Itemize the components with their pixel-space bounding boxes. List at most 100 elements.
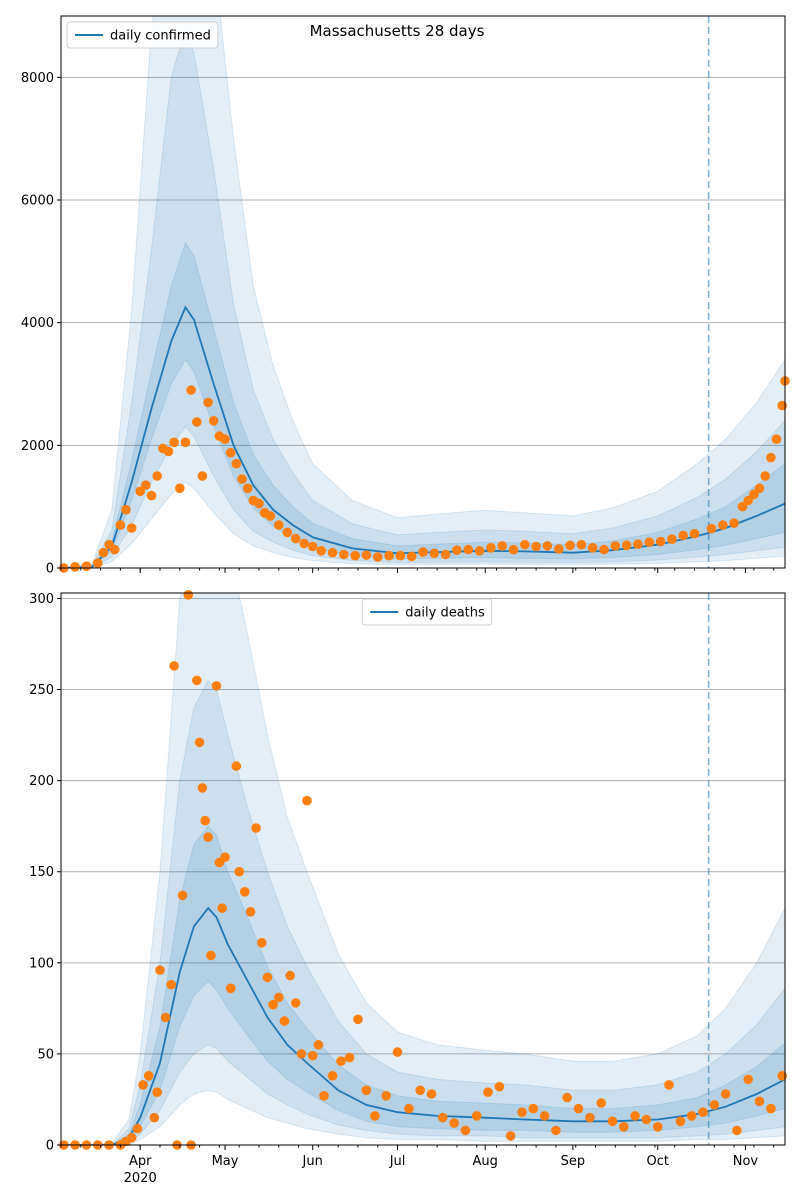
observed-point [596,1098,606,1108]
legend-label: daily deaths [405,606,485,621]
observed-point [186,385,196,395]
observed-point [132,1123,143,1134]
observed-point [706,523,717,534]
observed-point [70,562,80,572]
observed-point [234,866,244,877]
observed-point [494,1081,505,1092]
observed-point [483,1087,493,1097]
observed-point [319,1091,329,1101]
band-95-interval [61,16,785,568]
observed-point [361,1085,372,1096]
observed-point [373,552,383,562]
observed-point [486,543,496,553]
observed-point [463,544,474,555]
observed-point [169,437,179,448]
observed-point [766,452,776,463]
observed-point [126,1132,137,1143]
observed-point [395,550,406,561]
observed-point [98,547,109,558]
observed-point [678,530,688,541]
observed-point [440,549,451,560]
observed-point [299,538,310,549]
observed-point [138,1080,148,1090]
figure-title: Massachusetts 28 days [310,22,485,40]
observed-point [384,550,394,561]
observed-point [689,528,700,539]
observed-point [573,1103,584,1114]
observed-point [285,970,295,981]
observed-point [149,1112,160,1123]
observed-point [418,547,428,557]
observed-point [565,540,575,551]
observed-point [166,979,177,990]
observed-point [282,527,293,538]
observed-point [307,1050,318,1061]
observed-point [551,1125,561,1136]
observed-point [743,1074,753,1085]
y-tick-label: 0 [46,562,54,577]
observed-point [265,511,276,521]
panel-daily-confirmed: 0 2000 4000 6000 8000 daily confirmed [21,15,790,577]
observed-point [732,1125,742,1136]
observed-point [203,397,213,408]
observed-point [655,536,666,547]
observed-point [152,471,162,481]
observed-point [143,1071,154,1081]
observed-point [438,1112,448,1123]
observed-point [220,852,230,862]
observed-point [175,483,185,494]
observed-point [155,965,165,975]
observed-point [520,539,530,550]
observed-point [152,1087,162,1097]
y-tick-label: 150 [29,865,54,880]
observed-point [754,1096,765,1107]
observed-point [460,1125,471,1136]
observed-point [313,1040,324,1050]
observed-point [200,815,210,826]
observed-point [353,1014,363,1025]
observed-point [237,474,247,484]
observed-point [194,737,205,748]
observed-point [652,1122,663,1132]
band-80-interval [61,26,785,568]
observed-point [505,1131,516,1141]
observed-point [344,1052,355,1063]
observed-point [686,1111,697,1121]
observed-point [619,1122,629,1132]
band-50-interval [61,241,785,568]
observed-point [720,1089,731,1099]
observed-point [169,661,179,671]
observed-point [225,447,236,458]
observed-point [220,434,230,445]
observed-point [177,890,188,901]
observed-point [225,983,236,994]
observed-point [542,541,553,551]
observed-point [777,400,787,411]
x-tick-label: Sep [561,1154,586,1169]
observed-point [760,471,770,481]
observed-point [426,1089,437,1099]
observed-point [197,471,208,481]
observed-point [392,1047,403,1057]
observed-point [121,504,131,515]
observed-point [208,416,219,426]
observed-point [245,907,256,917]
observed-point [562,1092,572,1103]
observed-point [183,590,194,600]
y-tick-label: 4000 [21,316,54,331]
observed-point [729,518,739,528]
observed-point [81,561,92,571]
observed-point [296,1049,307,1059]
x-tick-label: Aug [473,1154,498,1169]
observed-point [336,1056,346,1066]
observed-point [474,546,485,556]
observed-point [257,938,267,948]
observed-point [429,548,440,559]
observed-point [197,783,208,793]
observed-point [361,550,372,560]
band-50-interval [61,825,785,1145]
y-tick-label: 300 [29,592,54,607]
observed-point [664,1080,674,1090]
observed-point [406,551,417,562]
